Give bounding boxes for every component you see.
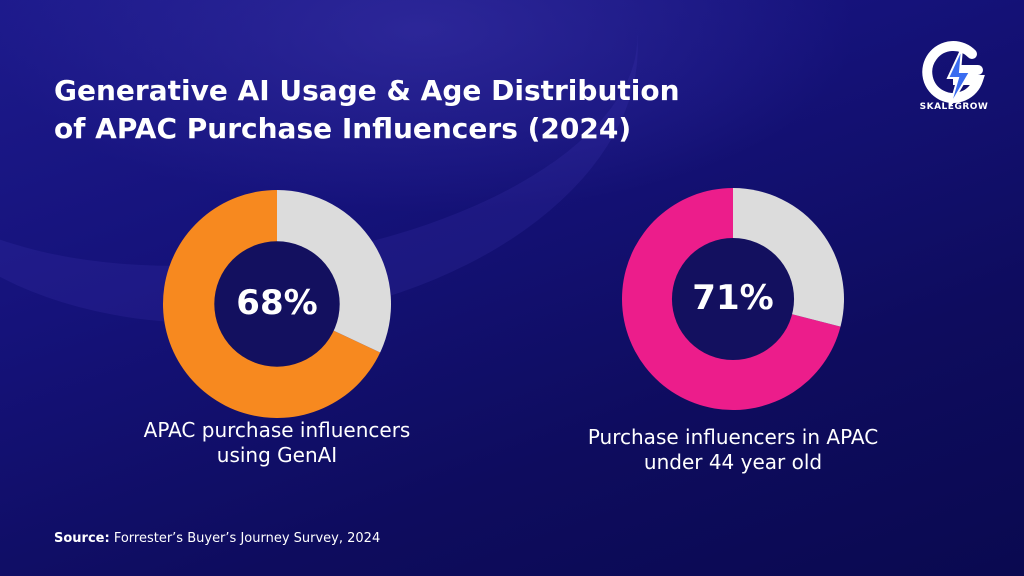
donut-chart-genai: 68%	[163, 190, 391, 418]
page-title: Generative AI Usage & Age Distribution o…	[54, 72, 754, 148]
caption-line-2: using GenAI	[216, 443, 338, 467]
caption-line-1: Purchase influencers in APAC	[587, 425, 879, 449]
title-line-1: Generative AI Usage & Age Distribution	[54, 74, 680, 107]
logo-wordmark: SKALEGROW	[919, 102, 989, 112]
title-line-2: of APAC Purchase Influencers (2024)	[54, 112, 632, 145]
donut-hole	[214, 241, 340, 367]
source-label: Source:	[54, 531, 110, 546]
donut-value-label: 71%	[692, 278, 774, 318]
donut-svg	[622, 188, 844, 410]
donut-value-label: 68%	[236, 283, 318, 323]
chart-caption-age: Purchase influencers in APAC under 44 ye…	[543, 425, 923, 475]
donut-hole	[671, 237, 795, 361]
source-text: Forrester’s Buyer’s Journey Survey, 2024	[109, 531, 381, 546]
source-note: Source: Forrester’s Buyer’s Journey Surv…	[54, 531, 380, 546]
chart-caption-genai: APAC purchase influencers using GenAI	[87, 418, 467, 468]
donut-chart-age: 71%	[622, 188, 844, 410]
lightning-g-icon	[922, 41, 985, 107]
caption-line-1: APAC purchase influencers	[143, 418, 411, 442]
donut-svg	[163, 190, 391, 418]
caption-line-2: under 44 year old	[643, 450, 823, 474]
